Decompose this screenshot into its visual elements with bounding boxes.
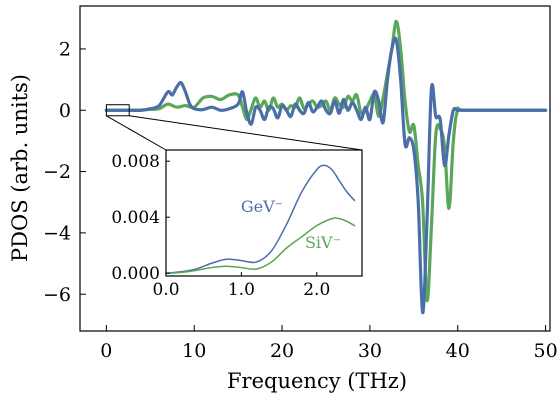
main-series-group bbox=[104, 19, 548, 315]
x-tick-label: 30 bbox=[358, 340, 382, 362]
x-tick-label: 1.0 bbox=[228, 280, 255, 300]
y-tick-label: −6 bbox=[43, 284, 71, 306]
main-plot: 0 10 20 30 40 50 −6 −4 −2 0 2 Frequency (THz) PDO… bbox=[8, 5, 558, 393]
y-tick-label: 2 bbox=[59, 39, 71, 61]
legend-siv: SiV⁻ bbox=[305, 233, 341, 252]
x-tick-label: 0 bbox=[100, 340, 112, 362]
x-tick-label: 40 bbox=[446, 340, 470, 362]
x-tick-label: 2.0 bbox=[303, 280, 330, 300]
zoom-box bbox=[105, 104, 130, 117]
zoom-connector-bottom bbox=[129, 115, 363, 151]
main-y-ticks: −6 −4 −2 0 2 bbox=[43, 39, 86, 306]
y-tick-label: 0 bbox=[59, 100, 71, 122]
y-tick-label: −4 bbox=[43, 223, 71, 245]
series-line-si bbox=[104, 19, 548, 302]
zoom-indicator bbox=[105, 104, 363, 151]
y-tick-label: −2 bbox=[43, 161, 71, 183]
series-line-ge bbox=[165, 164, 356, 274]
main-x-ticks: 0 10 20 30 40 50 bbox=[100, 325, 558, 362]
x-tick-label: 0.0 bbox=[152, 280, 179, 300]
x-axis-label: Frequency (THz) bbox=[227, 369, 407, 393]
inset-plot: 0.0 1.0 2.0 0.000 0.004 0.008 GeV⁻ SiV⁻ bbox=[111, 149, 363, 300]
y-tick-label: 0.000 bbox=[111, 264, 160, 284]
inset-series-group bbox=[165, 164, 356, 274]
series-line-si bbox=[165, 217, 356, 274]
series-line-ge bbox=[104, 36, 548, 315]
x-tick-label: 20 bbox=[270, 340, 294, 362]
zoom-connector-top bbox=[106, 115, 167, 151]
inset-x-ticks: 0.0 1.0 2.0 bbox=[152, 272, 330, 300]
main-plot-frame bbox=[79, 5, 551, 332]
legend-gev: GeV⁻ bbox=[241, 197, 283, 216]
x-tick-label: 10 bbox=[182, 340, 206, 362]
y-tick-label: 0.004 bbox=[111, 208, 160, 228]
inset-plot-frame bbox=[165, 149, 363, 277]
y-tick-label: 0.008 bbox=[111, 152, 160, 172]
y-axis-label: PDOS (arb. units) bbox=[8, 74, 32, 262]
x-tick-label: 50 bbox=[534, 340, 558, 362]
inset-y-ticks: 0.000 0.004 0.008 bbox=[111, 152, 170, 284]
inset-plot-background bbox=[166, 150, 362, 276]
